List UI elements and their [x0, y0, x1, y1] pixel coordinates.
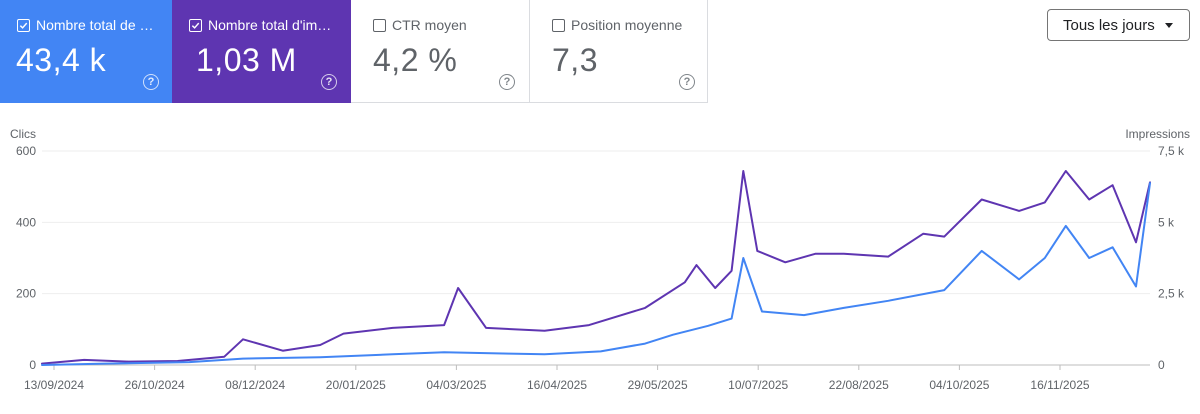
performance-chart: Clics Impressions 600 7,5 k 400 5 k 200 2,5 k… — [10, 127, 1190, 392]
date-granularity-value: Tous les jours — [1063, 16, 1155, 34]
right-axis-tick: 2,5 k — [1158, 287, 1185, 301]
metric-value: 1,03 M — [196, 42, 297, 78]
right-axis-tick: 0 — [1158, 358, 1165, 372]
left-axis-tick: 200 — [16, 287, 36, 301]
metric-card-header: CTR moyen — [373, 17, 467, 33]
metric-label: Nombre total de c… — [36, 17, 156, 33]
x-axis-tick-label: 13/09/2024 — [24, 378, 84, 392]
x-axis-tick-label: 04/10/2025 — [929, 378, 989, 392]
metric-card-clicks[interactable]: Nombre total de c… 43,4 k ? — [0, 0, 172, 103]
metric-value: 43,4 k — [16, 42, 107, 78]
help-circle-icon[interactable]: ? — [679, 74, 695, 90]
dropdown-arrow-icon — [1165, 23, 1173, 28]
x-axis-tick-label: 10/07/2025 — [728, 378, 788, 392]
x-axis-labels: 13/09/2024 26/10/2024 08/12/2024 20/01/2025… — [24, 365, 1090, 392]
metric-card-ctr[interactable]: CTR moyen 4,2 % ? — [351, 0, 530, 103]
checkbox-checked-icon[interactable] — [189, 18, 202, 32]
metric-cards: Nombre total de c… 43,4 k ? Nombre total… — [0, 0, 708, 103]
x-axis-tick-label: 16/04/2025 — [527, 378, 587, 392]
checkbox-unchecked-icon[interactable] — [552, 18, 565, 32]
right-axis-title: Impressions — [1125, 127, 1190, 141]
left-axis-title: Clics — [10, 127, 36, 141]
metric-value: 7,3 — [552, 42, 598, 78]
checkbox-unchecked-icon[interactable] — [373, 18, 386, 32]
date-granularity-select[interactable]: Tous les jours — [1047, 9, 1190, 41]
metric-value: 4,2 % — [373, 42, 458, 78]
series-line-impressions — [41, 170, 1151, 365]
help-circle-icon[interactable]: ? — [143, 74, 159, 90]
x-axis-tick-label: 29/05/2025 — [628, 378, 688, 392]
metric-label: Position moyenne — [571, 17, 683, 33]
x-axis-tick-label: 22/08/2025 — [829, 378, 889, 392]
metric-card-header: Position moyenne — [552, 17, 682, 33]
left-axis-tick: 600 — [16, 144, 36, 158]
help-circle-icon[interactable]: ? — [499, 74, 515, 90]
left-axis-tick: 0 — [29, 358, 36, 372]
metric-card-impressions[interactable]: Nombre total d'im… 1,03 M ? — [172, 0, 351, 103]
x-axis-tick-label: 16/11/2025 — [1030, 378, 1089, 392]
series-line-clicks — [41, 182, 1151, 366]
left-axis-tick: 400 — [16, 215, 36, 229]
right-axis-tick: 7,5 k — [1158, 144, 1185, 158]
right-axis-tick: 5 k — [1158, 215, 1175, 229]
chart-series — [41, 170, 1151, 366]
chart-grid — [42, 150, 1150, 366]
metric-label: Nombre total d'im… — [208, 17, 332, 33]
checkbox-checked-icon[interactable] — [17, 18, 30, 32]
x-axis-tick-label: 08/12/2024 — [225, 378, 285, 392]
metric-card-header: Nombre total d'im… — [189, 17, 331, 33]
metric-label: CTR moyen — [392, 17, 467, 33]
x-axis-tick-label: 26/10/2024 — [125, 378, 185, 392]
metric-card-header: Nombre total de c… — [17, 17, 156, 33]
x-axis-tick-label: 04/03/2025 — [426, 378, 486, 392]
y-axis-labels: 600 7,5 k 400 5 k 200 2,5 k 0 0 — [16, 144, 1185, 372]
metric-card-position[interactable]: Position moyenne 7,3 ? — [530, 0, 708, 103]
help-circle-icon[interactable]: ? — [321, 74, 337, 90]
x-axis-tick-label: 20/01/2025 — [326, 378, 386, 392]
